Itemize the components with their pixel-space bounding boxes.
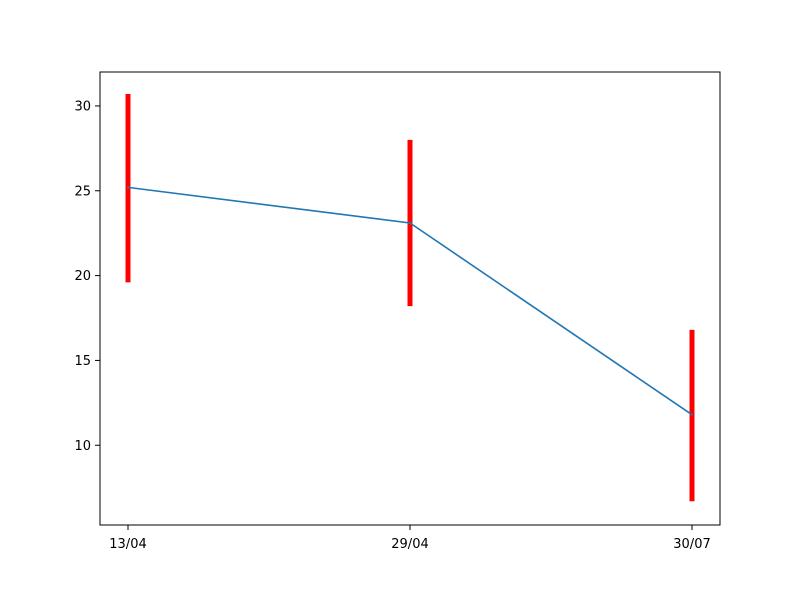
x-tick-label: 30/07	[673, 537, 710, 552]
series-lines	[127, 186, 693, 416]
x-tick-label: 13/04	[109, 537, 146, 552]
data-point	[691, 413, 693, 416]
data-point	[127, 186, 129, 189]
x-axis: 13/04 29/04 30/07	[109, 525, 711, 552]
y-tick-label: 30	[74, 99, 91, 114]
y-tick-label: 15	[74, 354, 91, 369]
y-tick-label: 10	[74, 439, 91, 454]
data-point	[409, 222, 411, 224]
y-tick-label: 20	[74, 269, 91, 284]
y-tick-label: 25	[74, 184, 91, 199]
y-axis: 10 15 20 25 30	[74, 99, 100, 454]
x-tick-label: 29/04	[391, 537, 428, 552]
